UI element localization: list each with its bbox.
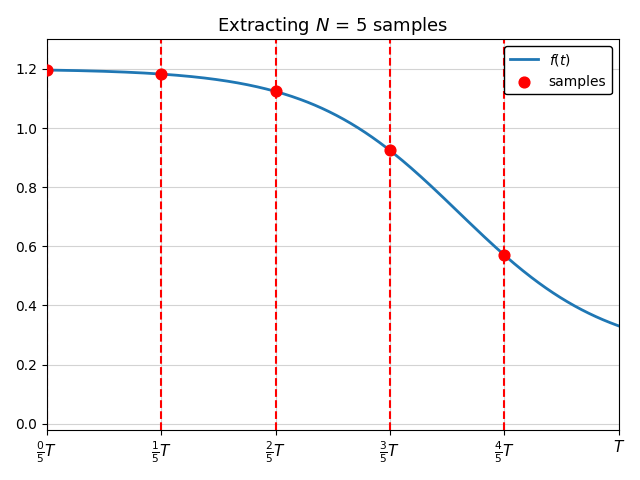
samples	[42, 66, 52, 74]
$f(t)$	[459, 213, 467, 219]
$f(t)$	[112, 69, 120, 74]
Title: Extracting $\mathit{N}$ = 5 samples: Extracting $\mathit{N}$ = 5 samples	[217, 15, 449, 37]
$f(t)$	[269, 88, 277, 94]
samples	[156, 70, 166, 78]
$f(t)$	[43, 67, 51, 73]
$f(t)$	[229, 79, 237, 85]
$f(t)$	[456, 210, 463, 216]
Legend: $f(t)$, samples: $f(t)$, samples	[504, 46, 612, 95]
samples	[499, 252, 509, 259]
$f(t)$	[403, 161, 410, 167]
Line: $f(t)$: $f(t)$	[47, 70, 619, 326]
samples	[385, 146, 395, 154]
$f(t)$	[615, 323, 623, 329]
samples	[271, 88, 281, 96]
